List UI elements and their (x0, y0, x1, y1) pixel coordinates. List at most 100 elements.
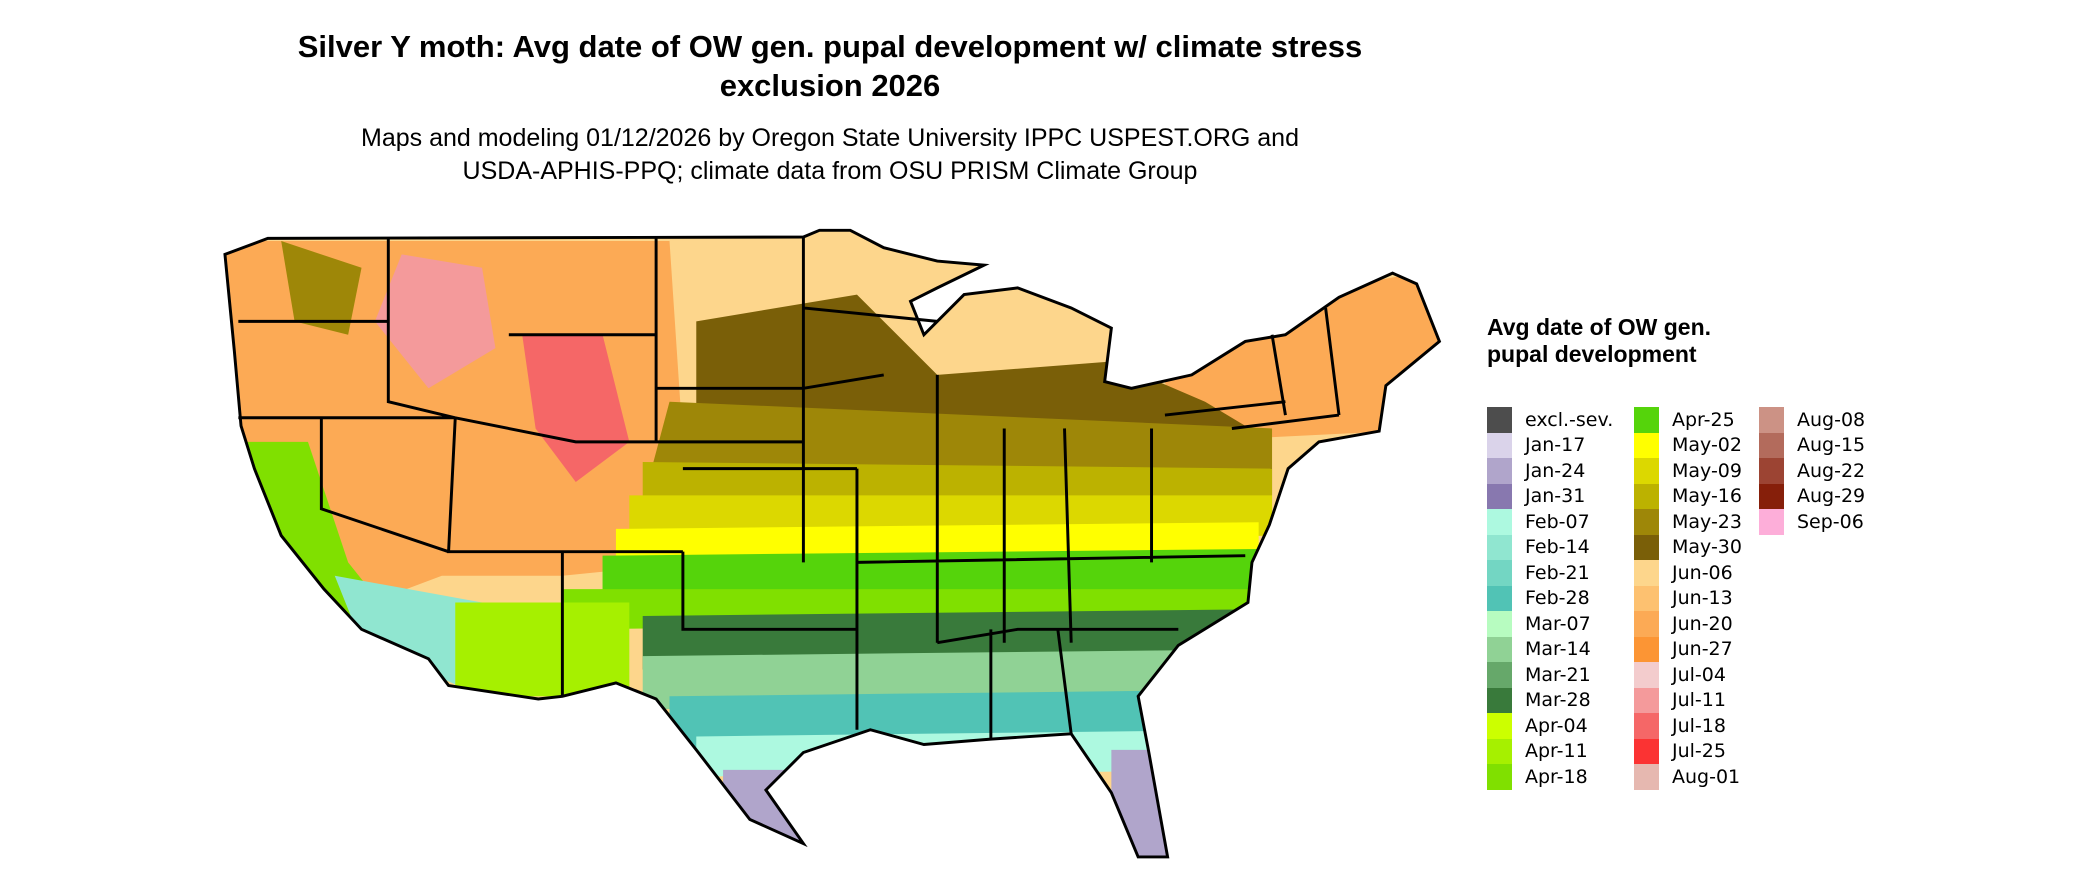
legend-item: Feb-14 (1487, 534, 1590, 560)
legend-swatch (1487, 662, 1512, 688)
legend-swatch (1634, 585, 1659, 611)
legend-swatch (1759, 483, 1784, 509)
legend-swatch (1487, 407, 1512, 433)
legend-swatch (1487, 585, 1512, 611)
legend-item: Mar-07 (1487, 611, 1591, 637)
legend-label: Aug-29 (1797, 485, 1866, 508)
legend-label: Feb-14 (1525, 536, 1590, 559)
legend-swatch (1487, 534, 1512, 560)
legend-item: Jan-31 (1487, 483, 1585, 509)
legend-swatch (1487, 509, 1512, 535)
legend-label: Jul-04 (1672, 663, 1726, 686)
legend-item: May-23 (1634, 509, 1742, 535)
legend-item: Aug-08 (1759, 407, 1865, 433)
legend-item: Apr-11 (1487, 738, 1588, 764)
legend-label: May-09 (1672, 459, 1742, 482)
legend-item: May-30 (1634, 534, 1742, 560)
legend-swatch (1487, 611, 1512, 637)
legend-swatch (1634, 764, 1659, 790)
legend-item: Jul-04 (1634, 662, 1726, 688)
legend-swatch (1634, 534, 1659, 560)
legend-item: May-09 (1634, 458, 1742, 484)
legend-swatch (1634, 611, 1659, 637)
legend-item: Jan-24 (1487, 458, 1585, 484)
legend-item: Sep-06 (1759, 509, 1864, 535)
legend-item: Jun-13 (1634, 585, 1733, 611)
legend-item: Jan-17 (1487, 432, 1586, 458)
legend-swatch (1487, 432, 1512, 458)
legend-label: Mar-14 (1525, 638, 1591, 661)
legend-label: Apr-25 (1672, 408, 1735, 431)
legend-label: May-16 (1672, 485, 1742, 508)
border-lines (238, 237, 1341, 740)
us-outline (223, 228, 1442, 859)
state-borders (223, 228, 1442, 859)
legend-item: Feb-21 (1487, 560, 1590, 586)
legend-swatch (1634, 713, 1659, 739)
legend-swatch (1487, 483, 1512, 509)
legend-swatch (1634, 738, 1659, 764)
legend-item: Mar-14 (1487, 636, 1591, 662)
legend-label: Apr-18 (1525, 765, 1588, 788)
legend-label: Jan-17 (1525, 434, 1586, 457)
legend-item: Jul-11 (1634, 687, 1726, 713)
legend-swatch (1634, 636, 1659, 662)
zone-may-23-west (281, 241, 362, 335)
legend-label: Jul-18 (1672, 714, 1726, 737)
legend-swatch (1759, 432, 1784, 458)
legend-item: Mar-21 (1487, 662, 1591, 688)
legend-item: Aug-15 (1759, 432, 1866, 458)
legend-item: May-02 (1634, 432, 1742, 458)
legend-swatch (1487, 560, 1512, 586)
legend-label: Feb-07 (1525, 510, 1590, 533)
subtitle-line-2: USDA-APHIS-PPQ; climate data from OSU PR… (462, 157, 1198, 185)
legend-label: Mar-21 (1525, 663, 1591, 686)
zone-feb-07 (696, 729, 1259, 777)
legend-item: Jun-06 (1634, 560, 1733, 586)
legend-label: Mar-28 (1525, 689, 1591, 712)
legend-item: Mar-28 (1487, 687, 1591, 713)
legend-item: Apr-18 (1487, 764, 1588, 790)
legend-swatch (1634, 509, 1659, 535)
legend-label: excl.-sev. (1525, 408, 1614, 431)
zone-apr-25 (602, 548, 1259, 603)
legend-label: Jun-06 (1672, 561, 1733, 584)
legend-item: Jun-20 (1634, 611, 1733, 637)
legend-label: May-30 (1672, 536, 1742, 559)
zone-feb-21-socal (334, 575, 483, 697)
legend-label: Sep-06 (1797, 510, 1864, 533)
legend-item: excl.-sev. (1487, 407, 1613, 433)
legend-swatch (1759, 509, 1784, 535)
legend-swatch (1487, 764, 1512, 790)
legend-item: Feb-28 (1487, 585, 1590, 611)
legend-item: Apr-25 (1634, 407, 1735, 433)
legend-swatch (1634, 483, 1659, 509)
legend-swatch (1759, 407, 1784, 433)
legend-swatch (1487, 713, 1512, 739)
legend-label: May-23 (1672, 510, 1742, 533)
legend-swatch (1634, 458, 1659, 484)
legend-label: May-02 (1672, 434, 1742, 457)
legend-swatch (1487, 636, 1512, 662)
legend-item: Aug-01 (1634, 764, 1740, 790)
zone-jul-11-rockies (374, 254, 496, 389)
legend-label: Mar-07 (1525, 612, 1591, 635)
legend-label: Apr-11 (1525, 740, 1588, 763)
legend-item: Jun-27 (1634, 636, 1733, 662)
legend-label: Feb-21 (1525, 561, 1590, 584)
subtitle-line-1: Maps and modeling 01/12/2026 by Oregon S… (361, 124, 1299, 152)
map-subtitle: Maps and modeling 01/12/2026 by Oregon S… (230, 122, 1430, 188)
legend-swatch (1487, 738, 1512, 764)
legend-item: Aug-22 (1759, 458, 1865, 484)
legend-swatch (1634, 407, 1659, 433)
legend-item: Apr-04 (1487, 713, 1588, 739)
legend-swatch (1759, 458, 1784, 484)
legend-label: Aug-15 (1797, 434, 1866, 457)
legend-swatch (1634, 432, 1659, 458)
legend-swatch (1634, 662, 1659, 688)
legend-label: Aug-08 (1797, 408, 1866, 431)
legend-swatch (1634, 560, 1659, 586)
legend-label: Jun-13 (1672, 587, 1733, 610)
map-title: Silver Y moth: Avg date of OW gen. pupal… (297, 29, 1363, 103)
